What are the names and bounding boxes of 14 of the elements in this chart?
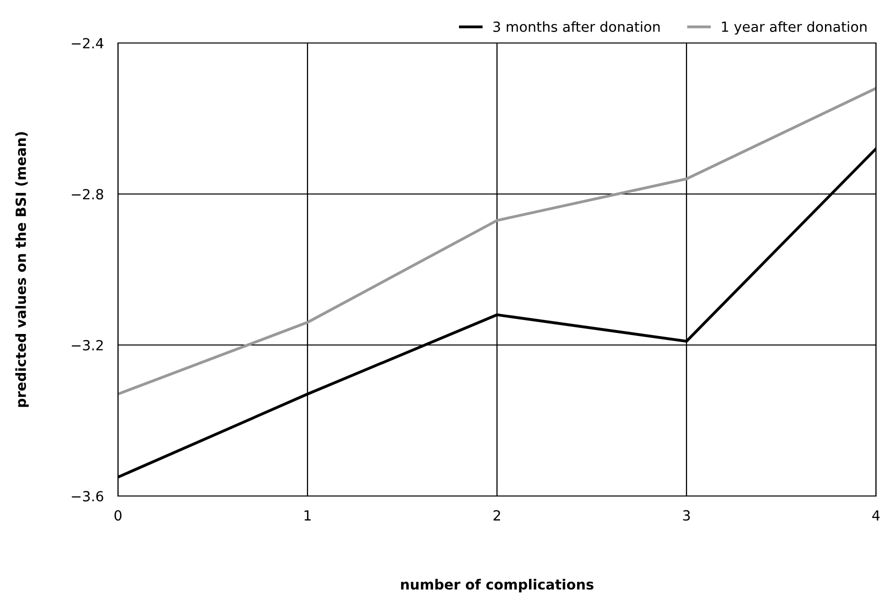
- y-tick-label: −3.2: [72, 340, 103, 350]
- x-tick-label: 4: [872, 510, 880, 520]
- x-tick-label: 2: [494, 510, 500, 520]
- line-series: [118, 86, 876, 396]
- y-tick-label: −2.4: [72, 38, 104, 48]
- x-tick-label: 3: [683, 510, 690, 521]
- y-axis-title: predicted values on the BSI (mean): [15, 132, 29, 407]
- legend-label: 1 year after donation: [722, 21, 866, 35]
- x-tick-label: 1: [304, 510, 311, 520]
- legend-label: 3 months after donation: [493, 21, 660, 32]
- x-axis-title: number of complications: [401, 578, 594, 592]
- y-tick-label: −3.6: [72, 490, 104, 502]
- x-tick-label: 0: [114, 510, 122, 521]
- y-tick-label: −2.8: [72, 188, 104, 200]
